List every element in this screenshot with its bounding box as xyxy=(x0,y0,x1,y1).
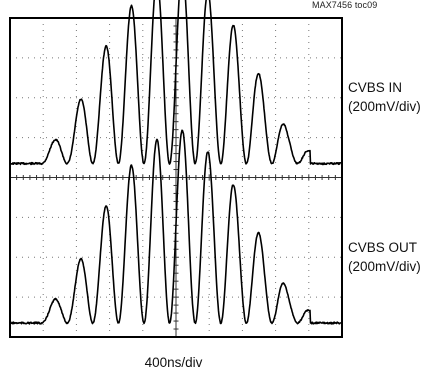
series-label-cvbs-in: CVBS IN xyxy=(348,80,403,95)
trace-cvbs-in xyxy=(10,0,342,166)
series-scale-cvbs-out: (200mV/div) xyxy=(348,259,421,274)
chart-id: MAX7456 toc09 xyxy=(312,0,378,10)
traces xyxy=(10,0,342,325)
series-scale-cvbs-in: (200mV/div) xyxy=(348,99,421,114)
trace-cvbs-out xyxy=(10,129,342,325)
series-label-cvbs-out: CVBS OUT xyxy=(348,240,418,255)
screen-border xyxy=(9,17,343,338)
timebase-label: 400ns/div xyxy=(144,355,203,370)
